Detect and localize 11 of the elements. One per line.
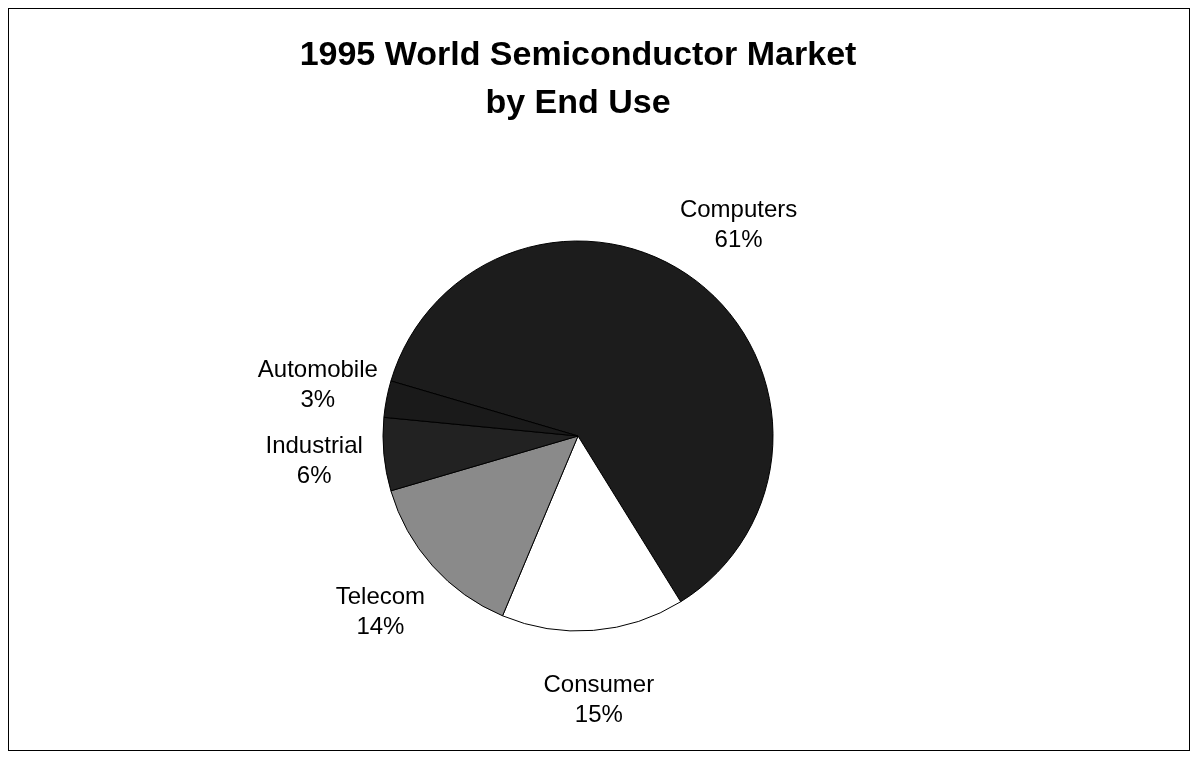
data-label: 15% [574,699,623,727]
slice-label: Industrial [265,430,363,458]
data-label: 3% [300,385,336,413]
data-label: 14% [356,612,405,640]
data-label: 61% [714,224,763,252]
slice-label: Computers [679,194,798,222]
slice-label: Consumer [543,669,655,697]
slice-label: Telecom [335,582,426,610]
data-label: 6% [296,460,332,488]
chart-title: 1995 World Semiconductor Market by End Use [298,33,858,122]
slice-label: Automobile [257,355,378,383]
